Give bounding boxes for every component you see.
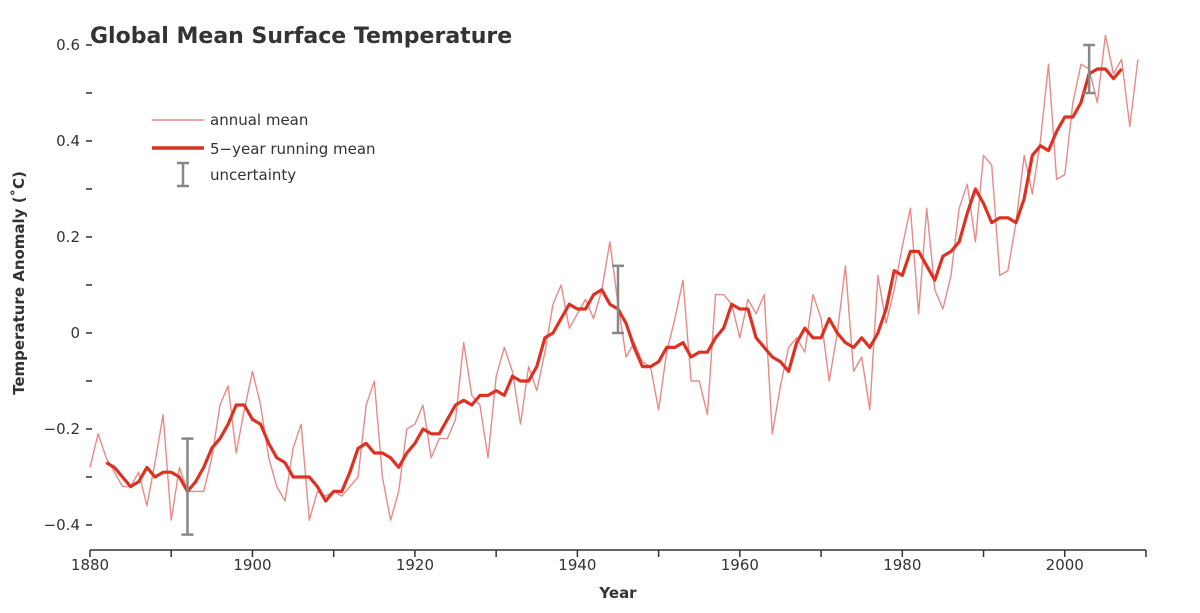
chart-title: Global Mean Surface Temperature [90,24,512,49]
uncertainty-bar [1083,43,1096,95]
running-mean-line [105,67,1123,503]
y-tick-label: 0.2 [56,228,80,246]
y-tick-label: 0.4 [56,132,80,150]
x-tick-label: 2000 [1046,556,1084,574]
x-tick-label: 1900 [233,556,271,574]
annual-mean-line [89,34,1139,521]
y-tick-label: −0.2 [44,420,80,438]
x-tick-label: 1880 [71,556,109,574]
x-tick-label: 1980 [883,556,921,574]
legend-running-label: 5−year running mean [210,140,376,158]
uncertainty-bar [181,437,194,536]
legend: annual mean 5−year running mean uncertai… [152,111,376,188]
legend-uncertainty-swatch [177,161,189,188]
y-tick-label: 0 [70,324,80,342]
x-tick-label: 1920 [396,556,434,574]
y-tick-label: 0.6 [56,36,80,54]
plot-area [89,34,1139,536]
uncertainty-bar [612,264,624,335]
x-axis: 1880 1900 1920 1940 1960 1980 2000 [71,549,1147,574]
y-axis-title: Temperature Anomaly (˚C) [10,171,28,395]
x-tick-label: 1960 [721,556,759,574]
x-axis-title: Year [598,584,637,602]
y-axis: −0.4 −0.2 0 0.2 0.4 0.6 [44,36,92,534]
legend-uncertainty-label: uncertainty [210,166,296,184]
y-tick-label: −0.4 [44,516,80,534]
legend-annual-label: annual mean [210,111,308,129]
x-tick-label: 1940 [558,556,596,574]
